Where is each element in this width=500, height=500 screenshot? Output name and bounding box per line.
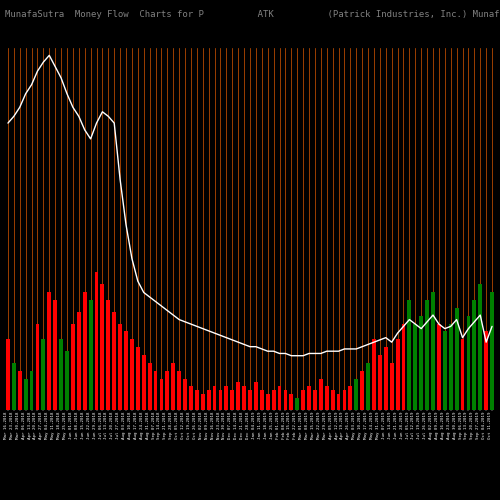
Bar: [230, 390, 234, 410]
Bar: [472, 300, 476, 410]
Bar: [88, 300, 92, 410]
Bar: [148, 363, 152, 410]
Bar: [12, 363, 16, 410]
Bar: [77, 312, 80, 410]
Bar: [313, 390, 317, 410]
Bar: [172, 363, 175, 410]
Bar: [236, 382, 240, 410]
Bar: [414, 324, 417, 410]
Bar: [183, 378, 187, 410]
Bar: [242, 386, 246, 410]
Bar: [248, 390, 252, 410]
Bar: [296, 398, 299, 410]
Bar: [212, 386, 216, 410]
Bar: [354, 378, 358, 410]
Bar: [484, 332, 488, 410]
Bar: [189, 386, 193, 410]
Bar: [166, 370, 170, 410]
Bar: [218, 390, 222, 410]
Bar: [160, 378, 164, 410]
Bar: [118, 324, 122, 410]
Bar: [396, 340, 400, 410]
Bar: [408, 300, 412, 410]
Bar: [54, 300, 57, 410]
Text: MunafaSutra  Money Flow  Charts for P          ATK          (Patrick Industries,: MunafaSutra Money Flow Charts for P ATK …: [5, 10, 500, 18]
Bar: [372, 340, 376, 410]
Bar: [18, 370, 22, 410]
Bar: [65, 351, 69, 410]
Bar: [454, 308, 458, 410]
Bar: [348, 386, 352, 410]
Bar: [272, 390, 276, 410]
Bar: [94, 272, 98, 410]
Bar: [112, 312, 116, 410]
Bar: [490, 292, 494, 410]
Bar: [36, 324, 40, 410]
Bar: [266, 394, 270, 410]
Bar: [124, 332, 128, 410]
Bar: [83, 292, 86, 410]
Bar: [360, 370, 364, 410]
Bar: [195, 390, 199, 410]
Bar: [201, 394, 204, 410]
Bar: [71, 324, 75, 410]
Bar: [378, 355, 382, 410]
Bar: [431, 292, 435, 410]
Bar: [106, 300, 110, 410]
Bar: [42, 340, 46, 410]
Bar: [437, 324, 441, 410]
Bar: [342, 390, 346, 410]
Bar: [284, 390, 288, 410]
Bar: [48, 292, 51, 410]
Bar: [425, 300, 429, 410]
Bar: [301, 390, 305, 410]
Bar: [460, 340, 464, 410]
Bar: [443, 332, 446, 410]
Bar: [278, 386, 281, 410]
Bar: [384, 347, 388, 410]
Bar: [330, 390, 334, 410]
Bar: [319, 378, 323, 410]
Bar: [290, 394, 293, 410]
Bar: [307, 386, 311, 410]
Bar: [130, 340, 134, 410]
Bar: [136, 347, 140, 410]
Bar: [6, 340, 10, 410]
Bar: [336, 394, 340, 410]
Bar: [142, 355, 146, 410]
Bar: [100, 284, 104, 410]
Bar: [325, 386, 328, 410]
Bar: [207, 390, 210, 410]
Bar: [254, 382, 258, 410]
Bar: [30, 370, 34, 410]
Bar: [466, 316, 470, 410]
Bar: [154, 370, 158, 410]
Bar: [59, 340, 63, 410]
Bar: [177, 370, 181, 410]
Bar: [402, 324, 406, 410]
Bar: [420, 316, 423, 410]
Bar: [224, 386, 228, 410]
Bar: [478, 284, 482, 410]
Bar: [449, 324, 452, 410]
Bar: [366, 363, 370, 410]
Bar: [390, 363, 394, 410]
Bar: [24, 378, 28, 410]
Bar: [260, 390, 264, 410]
